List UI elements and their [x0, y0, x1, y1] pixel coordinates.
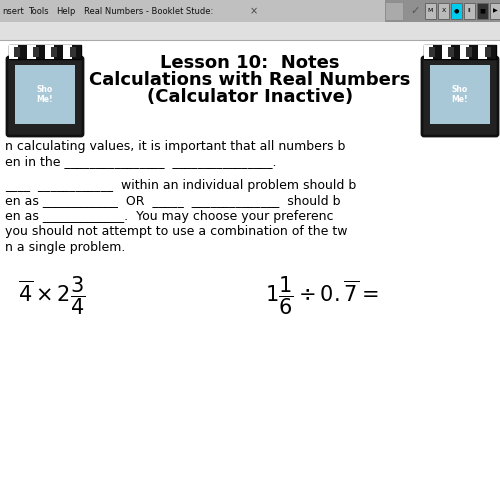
- Polygon shape: [9, 45, 18, 59]
- Polygon shape: [18, 45, 27, 59]
- Text: ▶: ▶: [493, 8, 498, 14]
- Text: en as ____________  OR  _____  ______________  should b: en as ____________ OR _____ ____________…: [5, 194, 340, 207]
- Text: Help: Help: [56, 6, 76, 16]
- Polygon shape: [72, 45, 81, 59]
- Text: ____  ____________  within an individual problem should b: ____ ____________ within an individual p…: [5, 179, 356, 192]
- Polygon shape: [36, 45, 45, 59]
- Text: II: II: [468, 8, 471, 14]
- Polygon shape: [63, 45, 72, 59]
- Text: nsert: nsert: [2, 6, 24, 16]
- Text: en as _____________.  You may choose your preferenc: en as _____________. You may choose your…: [5, 210, 334, 223]
- Polygon shape: [433, 45, 442, 59]
- Text: Tools: Tools: [28, 6, 48, 16]
- Text: M: M: [428, 8, 433, 14]
- Text: $\overline{4} \times 2\dfrac{3}{4}$: $\overline{4} \times 2\dfrac{3}{4}$: [18, 274, 86, 317]
- Text: n a single problem.: n a single problem.: [5, 241, 126, 254]
- Polygon shape: [487, 45, 496, 59]
- Polygon shape: [478, 45, 487, 59]
- Bar: [424, 45, 496, 59]
- Bar: [385, 2, 403, 20]
- Bar: [429, 47, 435, 57]
- Text: ✓: ✓: [410, 6, 420, 16]
- Text: ●: ●: [454, 8, 459, 14]
- Polygon shape: [54, 45, 63, 59]
- Bar: [0, 22, 500, 40]
- Polygon shape: [442, 45, 451, 59]
- Bar: [466, 47, 472, 57]
- Bar: [451, 3, 462, 19]
- Text: n calculating values, it is important that all numbers b: n calculating values, it is important th…: [5, 140, 345, 153]
- Text: en in the ________________  ________________.: en in the ________________ _____________…: [5, 156, 276, 168]
- Text: Real Numbers - Booklet Stude:: Real Numbers - Booklet Stude:: [84, 6, 213, 16]
- Bar: [15, 65, 75, 124]
- Text: Lesson 10:  Notes: Lesson 10: Notes: [160, 54, 340, 72]
- Bar: [0, 0, 500, 22]
- Bar: [490, 3, 500, 19]
- Bar: [32, 47, 38, 57]
- Text: ×: ×: [250, 6, 258, 16]
- Text: you should not attempt to use a combination of the tw: you should not attempt to use a combinat…: [5, 226, 347, 238]
- Polygon shape: [27, 45, 36, 59]
- Bar: [448, 47, 454, 57]
- FancyBboxPatch shape: [7, 57, 83, 136]
- Text: (Calculator Inactive): (Calculator Inactive): [147, 88, 353, 106]
- Text: ■: ■: [480, 8, 486, 14]
- Text: Calculations with Real Numbers: Calculations with Real Numbers: [90, 71, 410, 89]
- Text: $1\dfrac{1}{6} \div 0.\overline{7} =$: $1\dfrac{1}{6} \div 0.\overline{7} =$: [265, 274, 378, 317]
- Polygon shape: [451, 45, 460, 59]
- Bar: [385, 0, 500, 22]
- FancyBboxPatch shape: [422, 57, 498, 136]
- Bar: [464, 3, 475, 19]
- Bar: [14, 47, 20, 57]
- Polygon shape: [424, 45, 433, 59]
- Bar: [485, 47, 491, 57]
- Polygon shape: [469, 45, 478, 59]
- Bar: [430, 65, 490, 124]
- Bar: [9, 45, 81, 59]
- Polygon shape: [45, 45, 54, 59]
- Bar: [438, 3, 449, 19]
- Bar: [425, 3, 436, 19]
- Text: Sho
Me!: Sho Me!: [36, 85, 54, 104]
- Bar: [477, 3, 488, 19]
- Bar: [70, 47, 76, 57]
- Polygon shape: [460, 45, 469, 59]
- Text: X: X: [442, 8, 446, 14]
- Bar: [52, 47, 58, 57]
- Text: Sho
Me!: Sho Me!: [452, 85, 468, 104]
